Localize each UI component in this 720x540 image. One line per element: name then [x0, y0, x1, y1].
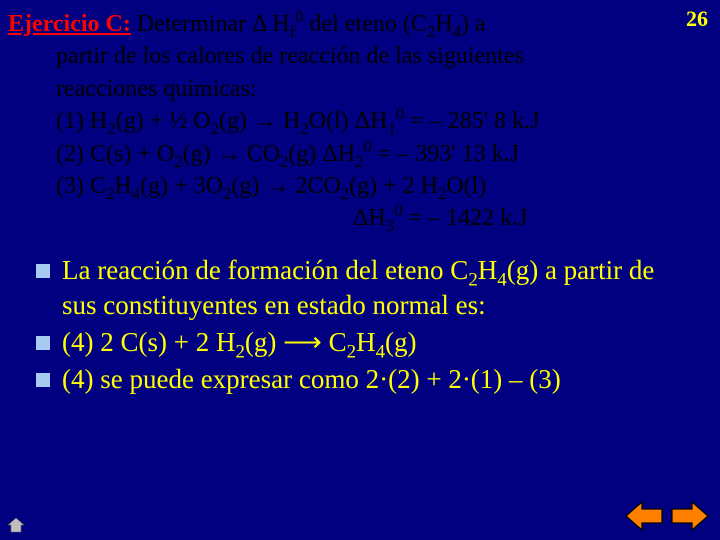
- header-line-3: reacciones químicas:: [8, 73, 690, 105]
- problem-statement: Ejercicio C: Determinar Δ Hf0 del eteno …: [8, 8, 690, 235]
- bullet-marker-icon: [36, 264, 50, 278]
- reaction-2: (2) C(s) + O2(g) → CO2(g) ΔH20 = – 393' …: [8, 138, 690, 170]
- nav-arrows: [624, 500, 710, 532]
- bullet-marker-icon: [36, 373, 50, 387]
- header-line-1: Ejercicio C: Determinar Δ Hf0 del eteno …: [8, 8, 690, 40]
- reaction-3: (3) C2H4(g) + 3O2(g) → 2CO2(g) + 2 H2O(l…: [8, 170, 690, 202]
- next-arrow-button[interactable]: [670, 500, 710, 532]
- bullet-text-2: (4) 2 C(s) + 2 H2(g) ⟶ C2H4(g): [62, 325, 690, 360]
- home-button[interactable]: [6, 516, 26, 534]
- header-text-1: Determinar Δ Hf0 del eteno (C2H4) a: [131, 11, 486, 37]
- reaction-3-dh: ΔH30 = – 1422 k.J: [8, 202, 690, 234]
- exercise-label: Ejercicio C:: [8, 11, 131, 37]
- list-item: (4) se puede expresar como 2·(2) + 2·(1)…: [36, 362, 690, 397]
- bullet-list: La reacción de formación del eteno C2H4(…: [8, 253, 690, 397]
- reaction-1: (1) H2(g) + ½ O2(g) → H2O(l) ΔH10 = – 28…: [8, 105, 690, 137]
- slide: 26 Ejercicio C: Determinar Δ Hf0 del ete…: [0, 0, 720, 540]
- bullet-marker-icon: [36, 336, 50, 350]
- page-number: 26: [686, 6, 708, 32]
- prev-arrow-button[interactable]: [624, 500, 664, 532]
- bullet-text-1: La reacción de formación del eteno C2H4(…: [62, 253, 690, 323]
- header-line-2: partir de los calores de reacción de las…: [8, 40, 690, 72]
- list-item: (4) 2 C(s) + 2 H2(g) ⟶ C2H4(g): [36, 325, 690, 360]
- list-item: La reacción de formación del eteno C2H4(…: [36, 253, 690, 323]
- bullet-text-3: (4) se puede expresar como 2·(2) + 2·(1)…: [62, 362, 690, 397]
